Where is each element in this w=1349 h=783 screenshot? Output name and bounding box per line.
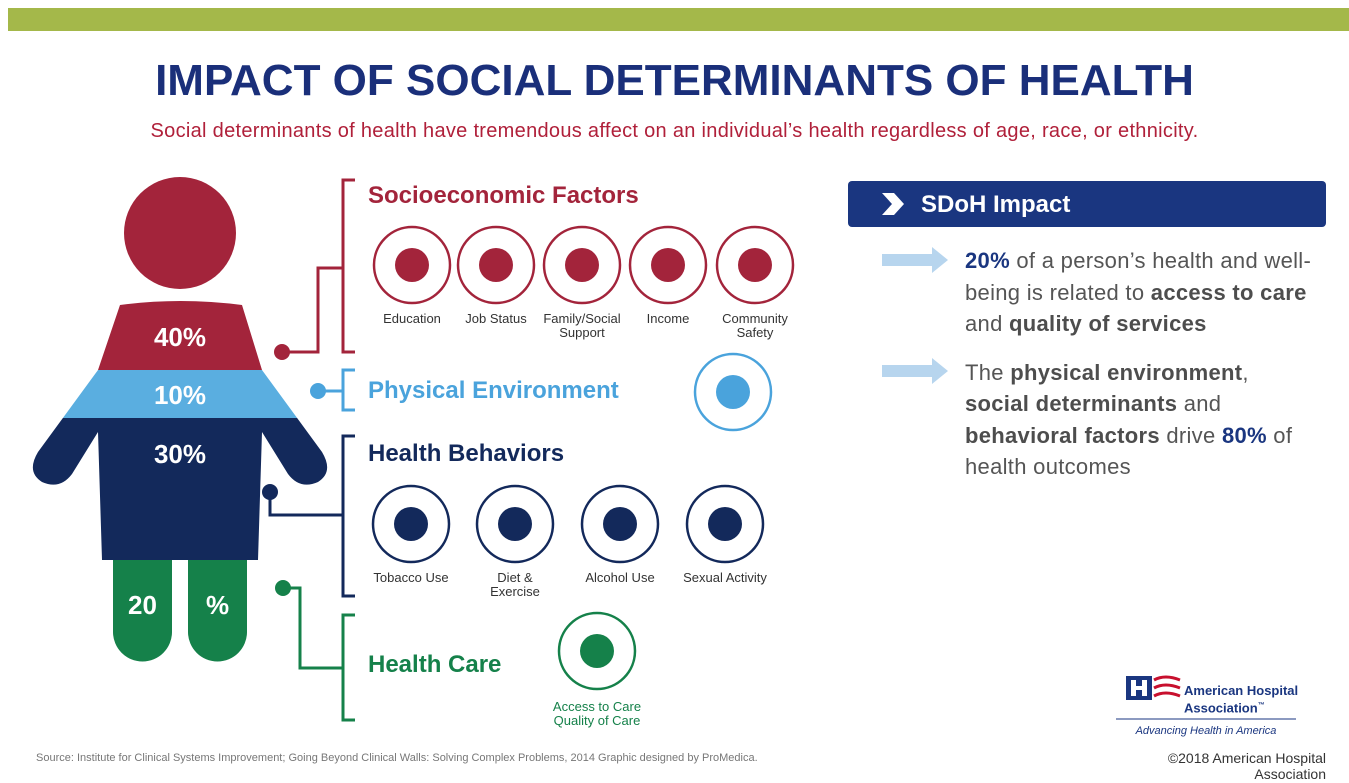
icon-label: Income	[625, 312, 711, 326]
icon-glyph	[716, 375, 750, 409]
logo-name: American Hospital Association™	[1184, 683, 1314, 715]
group-title: Health Behaviors	[368, 440, 564, 468]
icon-label-line: Quality of Care	[542, 714, 652, 728]
infographic: IMPACT OF SOCIAL DETERMINANTS OF HEALTH …	[0, 0, 1349, 783]
impact-title: SDoH Impact	[921, 191, 1070, 219]
logo-trademark: ™	[1258, 702, 1265, 709]
arrow	[882, 358, 948, 384]
impact-points: 20% of a person’s health and well-being …	[965, 245, 1315, 500]
title: IMPACT OF SOCIAL DETERMINANTS OF HEALTH	[0, 56, 1349, 106]
emphasis: quality of services	[1009, 311, 1207, 336]
leg-label: %	[188, 590, 247, 621]
icon-label: Alcohol Use	[577, 571, 663, 585]
icon-glyph	[738, 248, 772, 282]
icon-glyph	[395, 248, 429, 282]
impact-header	[848, 181, 1326, 227]
icon-label: Community Safety	[712, 312, 798, 340]
impact-point: 20% of a person’s health and well-being …	[965, 245, 1315, 340]
icon-label: Job Status	[453, 312, 539, 326]
icon-glyph	[565, 248, 599, 282]
group-title: Physical Environment	[368, 377, 619, 405]
top-bar	[8, 8, 1349, 31]
figure-number: 20%	[965, 248, 1010, 273]
text: and	[1177, 391, 1221, 416]
leg-label: 20	[113, 590, 172, 621]
icon-label: Education	[369, 312, 455, 326]
icon-label: Tobacco Use	[368, 571, 454, 585]
icon-label-line: Access to Care	[542, 700, 652, 714]
emphasis: access to care	[1151, 280, 1307, 305]
icon-glyph	[651, 248, 685, 282]
text: and	[965, 311, 1009, 336]
icon-glyph	[708, 507, 742, 541]
text: drive	[1160, 423, 1222, 448]
icon-label: Sexual Activity	[682, 571, 768, 585]
segment-label: 30%	[120, 439, 240, 470]
icon-glyph	[394, 507, 428, 541]
icon-label: Family/Social Support	[539, 312, 625, 340]
logo-name-text: American Hospital Association	[1184, 683, 1298, 715]
source: Source: Institute for Clinical Systems I…	[36, 752, 758, 764]
subtitle: Social determinants of health have treme…	[0, 120, 1349, 143]
emphasis: social determinants	[965, 391, 1177, 416]
text: ,	[1242, 360, 1248, 385]
emphasis: behavioral factors	[965, 423, 1160, 448]
group-title: Health Care	[368, 651, 501, 679]
copyright: ©2018 American Hospital Association	[1100, 750, 1326, 782]
logo-tagline: Advancing Health in America	[1116, 725, 1296, 737]
impact-point: The physical environment, social determi…	[965, 357, 1315, 483]
segment-label: 40%	[120, 322, 240, 353]
group-title: Socioeconomic Factors	[368, 182, 639, 210]
figure-number: 80%	[1222, 423, 1267, 448]
text: The	[965, 360, 1010, 385]
arrow	[882, 247, 948, 273]
icon-label: Diet & Exercise	[472, 571, 558, 599]
icon-glyph	[479, 248, 513, 282]
icon-glyph	[603, 507, 637, 541]
emphasis: physical environment	[1010, 360, 1242, 385]
icon-glyph	[580, 634, 614, 668]
head	[124, 177, 236, 289]
segment-label: 10%	[120, 380, 240, 411]
icon-glyph	[498, 507, 532, 541]
